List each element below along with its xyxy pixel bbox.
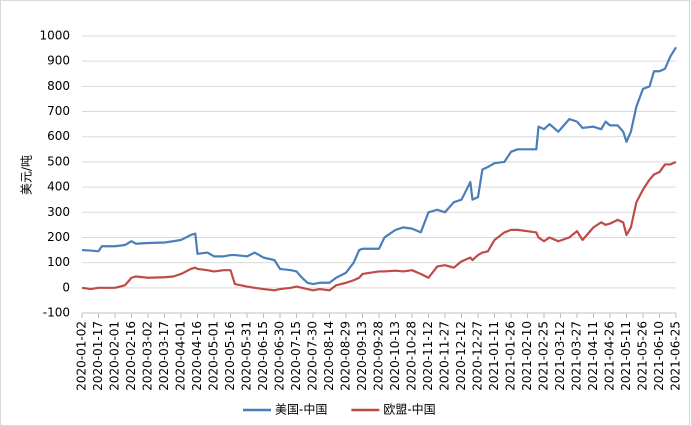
x-tick-label: 2021-03-27 xyxy=(570,321,584,391)
x-tick-label: 2020-09-28 xyxy=(372,321,386,391)
y-tick-label: -100 xyxy=(43,306,70,320)
x-tick-label: 2021-03-12 xyxy=(553,321,567,391)
x-tick-label: 2021-01-11 xyxy=(487,321,501,391)
y-tick-label: 400 xyxy=(47,180,70,194)
y-tick-label: 1000 xyxy=(39,29,70,43)
x-tick-label: 2021-06-25 xyxy=(669,321,683,391)
x-tick-label: 2020-11-12 xyxy=(421,321,435,391)
x-tick-label: 2020-06-30 xyxy=(273,321,287,391)
x-tick-label: 2020-10-13 xyxy=(388,321,402,391)
x-tick-label: 2020-01-02 xyxy=(75,321,89,391)
x-tick-label: 2020-07-30 xyxy=(306,321,320,391)
y-tick-label: 500 xyxy=(47,154,70,168)
x-tick-label: 2020-12-12 xyxy=(454,321,468,391)
y-axis-label: 美元/吨 xyxy=(20,155,34,195)
x-tick-label: 2020-06-15 xyxy=(256,321,270,391)
x-tick-label: 2021-04-11 xyxy=(586,321,600,391)
x-tick-label: 2020-05-16 xyxy=(223,321,237,391)
x-tick-label: 2021-05-26 xyxy=(636,321,650,391)
x-tick-label: 2020-04-01 xyxy=(174,321,188,391)
y-tick-label: 600 xyxy=(47,129,70,143)
legend-label: 欧盟-中国 xyxy=(383,402,435,417)
y-tick-label: 0 xyxy=(62,280,70,294)
x-tick-label: 2021-04-26 xyxy=(603,321,617,391)
y-tick-label: 900 xyxy=(47,54,70,68)
x-tick-label: 2021-05-11 xyxy=(619,321,633,391)
y-tick-label: 800 xyxy=(47,79,70,93)
x-tick-label: 2020-03-02 xyxy=(141,321,155,391)
x-tick-label: 2020-08-14 xyxy=(322,321,336,391)
series-line xyxy=(81,160,677,292)
x-tick-label: 2021-02-10 xyxy=(520,321,534,391)
x-tick-label: 2020-07-15 xyxy=(289,321,303,391)
y-tick-label: 200 xyxy=(47,230,70,244)
x-tick-label: 2021-02-25 xyxy=(537,321,551,391)
x-tick-label: 2020-10-28 xyxy=(405,321,419,391)
x-tick-label: 2020-03-17 xyxy=(157,321,171,391)
y-tick-label: 100 xyxy=(47,255,70,269)
x-tick-label: 2020-05-01 xyxy=(207,321,221,391)
x-tick-label: 2020-11-27 xyxy=(438,321,452,391)
legend-label: 美国-中国 xyxy=(275,402,327,417)
x-tick-label: 2020-09-13 xyxy=(355,321,369,391)
x-tick-label: 2020-04-16 xyxy=(190,321,204,391)
series-line xyxy=(81,46,677,286)
x-tick-label: 2020-05-31 xyxy=(240,321,254,391)
x-tick-label: 2020-01-17 xyxy=(91,321,105,391)
x-tick-label: 2021-01-26 xyxy=(504,321,518,391)
x-tick-label: 2021-06-10 xyxy=(652,321,666,391)
x-tick-label: 2020-02-01 xyxy=(108,321,122,391)
x-tick-label: 2020-02-16 xyxy=(124,321,138,391)
x-tick-label: 2020-08-29 xyxy=(339,321,353,391)
y-tick-label: 300 xyxy=(47,205,70,219)
x-tick-label: 2020-12-27 xyxy=(471,321,485,391)
y-tick-label: 700 xyxy=(47,104,70,118)
